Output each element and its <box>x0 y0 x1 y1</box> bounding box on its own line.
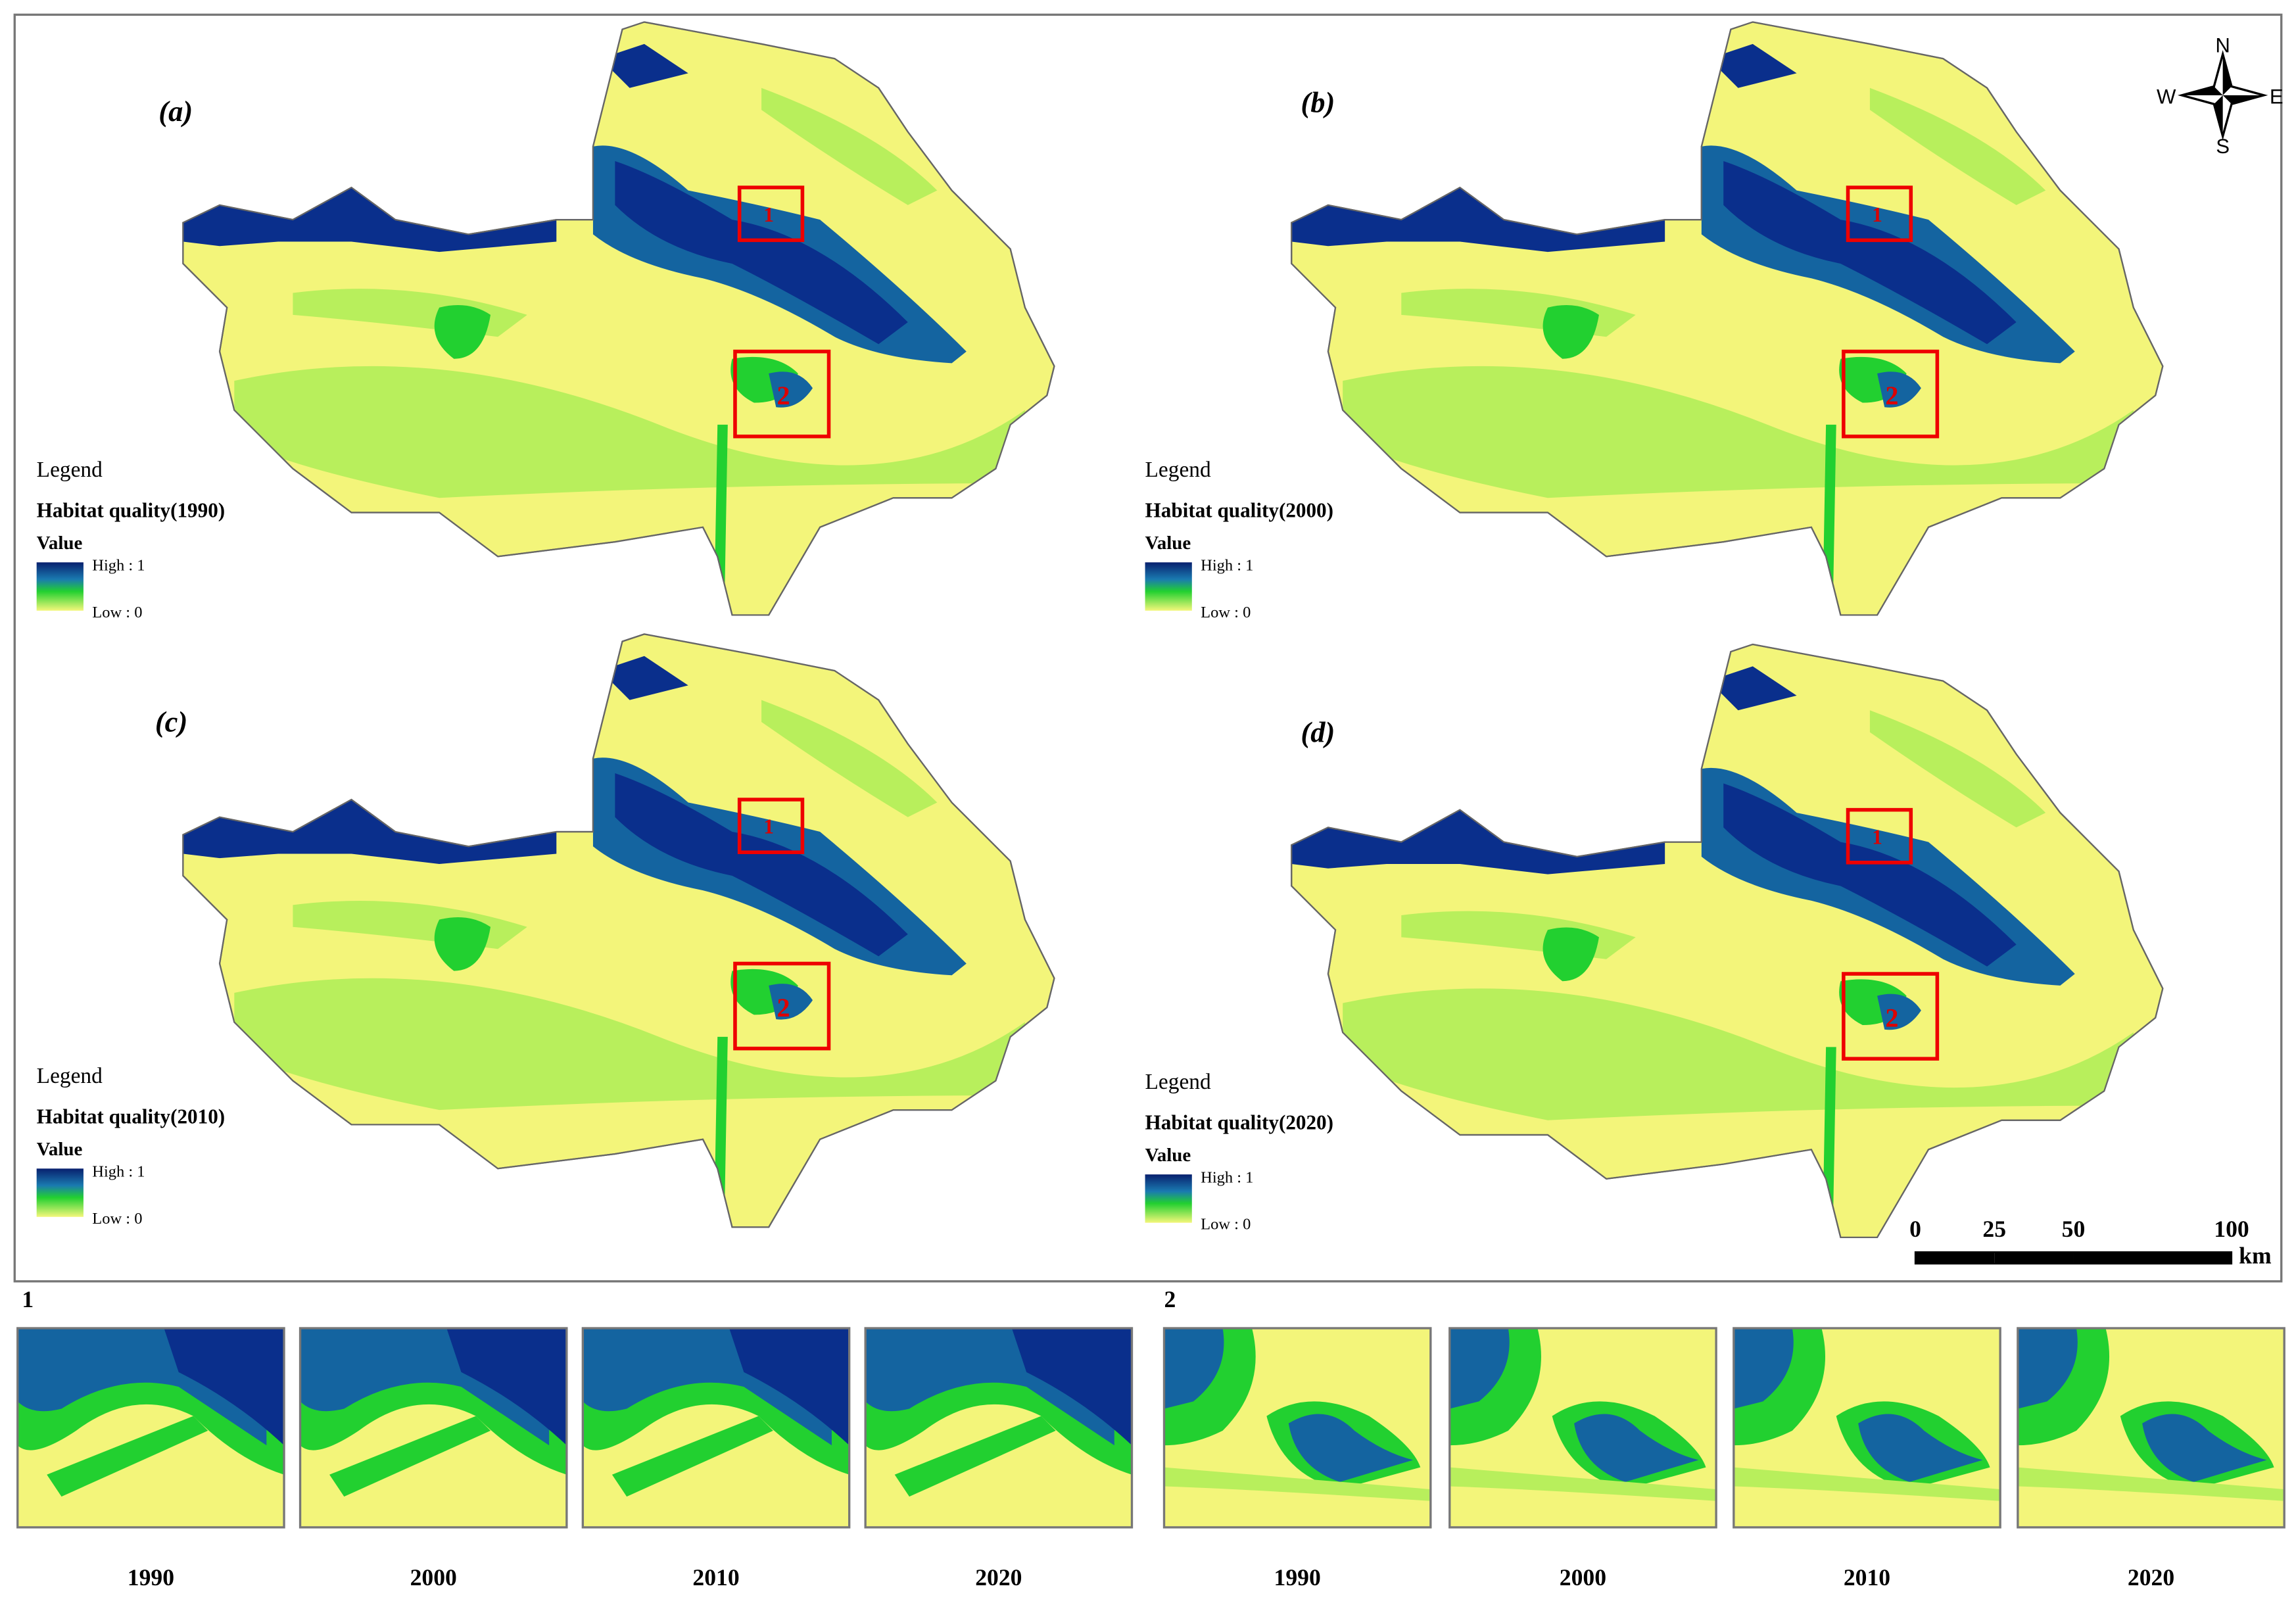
panel-label: (c) <box>155 706 187 738</box>
zoom-box-label: 2 <box>1885 1003 1898 1033</box>
inset-frame <box>2017 1327 2285 1529</box>
inset-frame <box>299 1327 568 1529</box>
inset-map <box>17 1328 285 1527</box>
inset-map <box>865 1328 1132 1527</box>
inset-group-label: 1 <box>22 1286 34 1312</box>
legend-title: Habitat quality(2010) <box>37 1105 225 1128</box>
legend-high: High : 1 <box>92 1163 145 1181</box>
inset-map <box>2017 1328 2285 1527</box>
compass-e: E <box>2270 85 2284 108</box>
scale-bar-label: 25 <box>1982 1216 2006 1242</box>
zoom-box <box>733 961 831 1051</box>
legend-field: Value <box>37 533 83 554</box>
compass-w: W <box>2157 85 2176 108</box>
compass-shade <box>2182 54 2264 137</box>
zoom-box-label: 2 <box>1885 381 1898 410</box>
legend-field: Value <box>1145 533 1191 554</box>
inset-map <box>583 1328 849 1527</box>
inset-year: 2020 <box>2128 1564 2174 1591</box>
zoom-box-label: 1 <box>763 203 774 226</box>
legend-ramp <box>1145 562 1192 611</box>
scale-bar-segment <box>1915 1252 1995 1264</box>
zoom-box <box>1846 807 1913 865</box>
map <box>1291 22 2163 615</box>
inset-year: 2000 <box>1560 1564 1606 1591</box>
legend-title: Habitat quality(1990) <box>37 499 225 522</box>
map <box>183 22 1054 615</box>
inset-year: 1990 <box>128 1564 174 1591</box>
zoom-box <box>1842 972 1940 1061</box>
legend-field: Value <box>1145 1145 1191 1166</box>
map <box>183 634 1054 1227</box>
inset-map <box>1733 1328 2001 1527</box>
legend-ramp <box>1145 1174 1192 1223</box>
inset-year: 2010 <box>1844 1564 1890 1591</box>
inset-frame <box>16 1327 285 1529</box>
legend-title: Habitat quality(2000) <box>1145 499 1333 522</box>
legend-high: High : 1 <box>1201 557 1253 575</box>
panel-label: (b) <box>1301 86 1335 119</box>
zoom-box-label: 1 <box>763 815 774 838</box>
legend-low: Low : 0 <box>92 1210 142 1228</box>
scale-bar-segment <box>1994 1252 2074 1264</box>
legend-ramp <box>36 562 84 611</box>
inset-frame <box>1733 1327 2001 1529</box>
zoom-box <box>1846 185 1913 243</box>
inset-map <box>300 1328 567 1527</box>
zoom-box-label: 1 <box>1872 825 1882 848</box>
zoom-box <box>737 185 805 243</box>
legend-heading: Legend <box>1145 458 1211 482</box>
panel-label: (d) <box>1301 715 1335 748</box>
legend-heading: Legend <box>37 458 103 482</box>
inset-year: 2010 <box>692 1564 739 1591</box>
zoom-box-label: 1 <box>1872 203 1882 226</box>
legend-ramp <box>36 1168 84 1217</box>
inset-map <box>1164 1328 1431 1527</box>
compass-s: S <box>2216 135 2230 158</box>
inset-year: 2000 <box>410 1564 457 1591</box>
zoom-box-label: 2 <box>777 993 790 1022</box>
legend-title: Habitat quality(2020) <box>1145 1111 1333 1134</box>
scale-bar-unit: km <box>2239 1242 2272 1268</box>
zoom-box <box>733 349 831 439</box>
legend-field: Value <box>37 1139 83 1160</box>
frame <box>13 13 2283 1283</box>
zoom-box-label: 2 <box>777 381 790 410</box>
inset-year: 1990 <box>1274 1564 1321 1591</box>
zoom-box <box>1842 349 1940 439</box>
scale-bar-label: 100 <box>2214 1216 2249 1242</box>
legend-heading: Legend <box>1145 1070 1211 1094</box>
inset-year: 2020 <box>975 1564 1022 1591</box>
legend-high: High : 1 <box>1201 1168 1253 1186</box>
panel-label: (a) <box>158 95 193 128</box>
compass-n: N <box>2215 34 2230 57</box>
scale-bar-label: 0 <box>1909 1216 1921 1242</box>
legend-heading: Legend <box>37 1064 103 1088</box>
inset-frame <box>864 1327 1134 1529</box>
inset-frame <box>581 1327 851 1529</box>
zoom-box <box>737 798 805 855</box>
scale-bar-label: 50 <box>2062 1216 2086 1242</box>
inset-map <box>1449 1328 1717 1527</box>
inset-group-label: 2 <box>1164 1286 1176 1312</box>
inset-frame <box>1448 1327 1717 1529</box>
legend-low: Low : 0 <box>1201 604 1251 621</box>
legend-low: Low : 0 <box>1201 1216 1251 1234</box>
scale-bar-segment <box>2073 1252 2232 1264</box>
legend-low: Low : 0 <box>92 604 142 621</box>
inset-frame <box>1162 1327 1432 1529</box>
legend-high: High : 1 <box>92 557 145 575</box>
map <box>1291 644 2163 1237</box>
